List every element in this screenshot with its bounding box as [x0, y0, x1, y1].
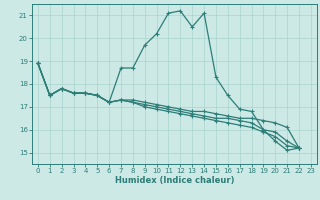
- X-axis label: Humidex (Indice chaleur): Humidex (Indice chaleur): [115, 176, 234, 185]
